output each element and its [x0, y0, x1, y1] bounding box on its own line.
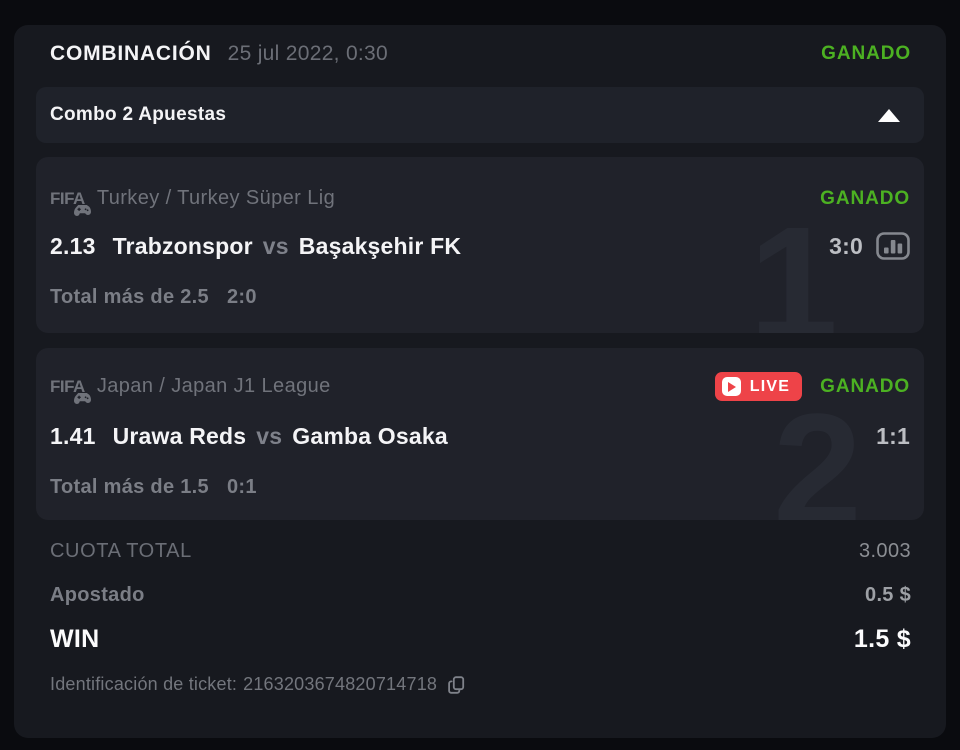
ticket-id-row: Identificación de ticket: 21632036748207…	[50, 674, 911, 695]
market-score: 2:0	[226, 286, 257, 308]
away-team: Başakşehir FK	[298, 232, 462, 259]
live-label: LIVE	[749, 377, 791, 395]
bet-card-1: 1 FIFA Turkey / Turkey Süper Lig GANADO …	[36, 157, 924, 333]
match-row: 1.41 Urawa Reds vs Gamba Osaka 1:1	[50, 423, 910, 450]
score-group: 3:0	[829, 232, 910, 260]
league-name: Japan / Japan J1 League	[96, 375, 331, 397]
ticket-type-title: COMBINACIÓN	[50, 42, 212, 65]
play-icon	[721, 377, 741, 396]
combo-label: Combo 2 Apuestas	[50, 104, 227, 125]
win-value: 1.5 $	[853, 625, 911, 653]
bet-index-watermark: 2	[773, 380, 862, 521]
total-odds-label: CUOTA TOTAL	[50, 540, 192, 562]
match-score: 3:0	[829, 232, 863, 259]
gamepad-icon	[73, 205, 91, 216]
fifa-logo-text: FIFA	[50, 377, 85, 396]
ticket-header: COMBINACIÓN 25 jul 2022, 0:30 GANADO	[14, 25, 946, 66]
win-label: WIN	[50, 625, 100, 653]
vs-separator: vs	[262, 232, 289, 259]
bet-card-2: 2 FIFA Japan / Japan J1 League LIVE GANA…	[36, 348, 924, 520]
match-row: 2.13 Trabzonspor vs Başakşehir FK 3:0	[50, 232, 910, 260]
vs-separator: vs	[256, 423, 283, 449]
bet-odds: 2.13	[50, 232, 96, 259]
copy-icon[interactable]	[447, 675, 467, 695]
home-team: Urawa Reds	[112, 423, 247, 449]
ticket-datetime: 25 jul 2022, 0:30	[227, 42, 389, 65]
market-name: Total más de 1.5	[50, 476, 209, 498]
bet-status-badge: GANADO	[820, 375, 910, 397]
stake-row: Apostado 0.5 $	[50, 584, 911, 607]
total-odds-row: CUOTA TOTAL 3.003	[50, 540, 911, 563]
total-odds-value: 3.003	[858, 540, 911, 562]
provider-logo: FIFA	[50, 375, 91, 404]
league-row: FIFA Turkey / Turkey Süper Lig GANADO	[50, 157, 910, 216]
stake-value: 0.5 $	[865, 584, 911, 606]
provider-logo: FIFA	[50, 187, 91, 216]
market-row: Total más de 2.5 2:0	[50, 286, 910, 309]
home-team: Trabzonspor	[112, 232, 253, 259]
live-badge: LIVE	[714, 372, 803, 401]
ticket-id-value: 2163203674820714718	[243, 674, 438, 694]
fifa-logo-text: FIFA	[50, 189, 85, 208]
bet-index-watermark: 1	[749, 193, 838, 334]
caret-up-icon[interactable]	[878, 108, 900, 122]
bar-chart-icon[interactable]	[876, 232, 910, 260]
match-score: 1:1	[876, 423, 910, 449]
gamepad-icon	[73, 393, 91, 404]
bet-odds: 1.41	[50, 423, 96, 449]
combo-accordion-bar[interactable]: Combo 2 Apuestas	[36, 87, 924, 143]
market-name: Total más de 2.5	[50, 286, 209, 308]
market-score: 0:1	[226, 476, 257, 498]
bet-ticket-panel: COMBINACIÓN 25 jul 2022, 0:30 GANADO Com…	[14, 25, 946, 738]
league-name: Turkey / Turkey Süper Lig	[96, 187, 336, 209]
bet-status-badge: GANADO	[820, 187, 910, 209]
market-row: Total más de 1.5 0:1	[50, 476, 910, 499]
league-row: FIFA Japan / Japan J1 League LIVE GANADO	[50, 348, 910, 404]
ticket-id-label: Identificación de ticket:	[50, 674, 238, 694]
stake-label: Apostado	[50, 584, 145, 606]
win-row: WIN 1.5 $	[50, 625, 911, 654]
away-team: Gamba Osaka	[292, 423, 448, 449]
score-group: 1:1	[876, 423, 910, 450]
ticket-status-badge: GANADO	[821, 43, 911, 64]
